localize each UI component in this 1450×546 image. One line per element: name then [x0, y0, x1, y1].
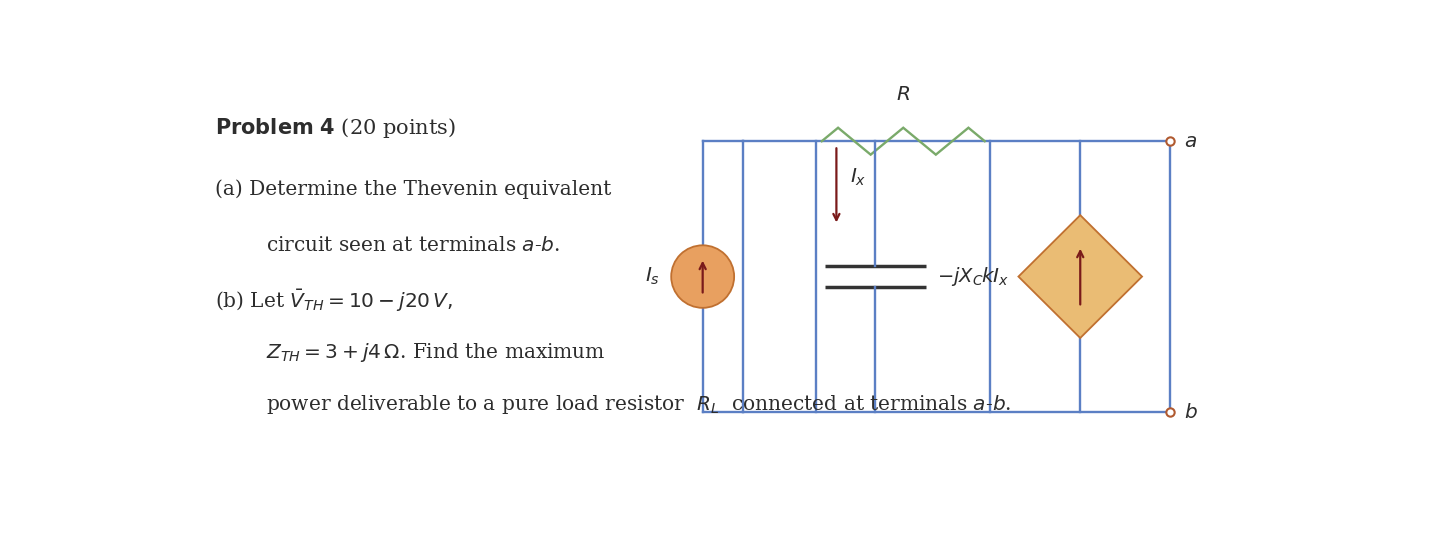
Ellipse shape — [671, 245, 734, 308]
Text: (b) Let $\bar{V}_{TH} = 10 - j20\,V,$: (b) Let $\bar{V}_{TH} = 10 - j20\,V,$ — [215, 288, 454, 314]
Text: $Z_{TH} = 3 + j4\,\Omega$. Find the maximum: $Z_{TH} = 3 + j4\,\Omega$. Find the maxi… — [265, 341, 605, 364]
Text: $\mathit{a}$: $\mathit{a}$ — [1183, 132, 1196, 151]
Text: (a) Determine the Thevenin equivalent: (a) Determine the Thevenin equivalent — [215, 179, 612, 199]
Text: $\mathbf{Problem\ 4}$ (20 points): $\mathbf{Problem\ 4}$ (20 points) — [215, 116, 455, 140]
Text: $\boldsymbol{I_s}$: $\boldsymbol{I_s}$ — [645, 266, 660, 287]
Text: $\boldsymbol{I_x}$: $\boldsymbol{I_x}$ — [850, 167, 866, 188]
Text: $R$: $R$ — [896, 86, 911, 104]
Polygon shape — [1018, 215, 1143, 338]
Text: $\mathit{b}$: $\mathit{b}$ — [1183, 403, 1198, 422]
Text: $k\boldsymbol{I_x}$: $k\boldsymbol{I_x}$ — [982, 265, 1009, 288]
Text: circuit seen at terminals $\mathit{a}$-$\mathit{b}$.: circuit seen at terminals $\mathit{a}$-$… — [265, 236, 560, 255]
Text: $-jX_C$: $-jX_C$ — [937, 265, 983, 288]
Text: power deliverable to a pure load resistor  $R_L$  connected at terminals $\mathi: power deliverable to a pure load resisto… — [265, 394, 1011, 417]
